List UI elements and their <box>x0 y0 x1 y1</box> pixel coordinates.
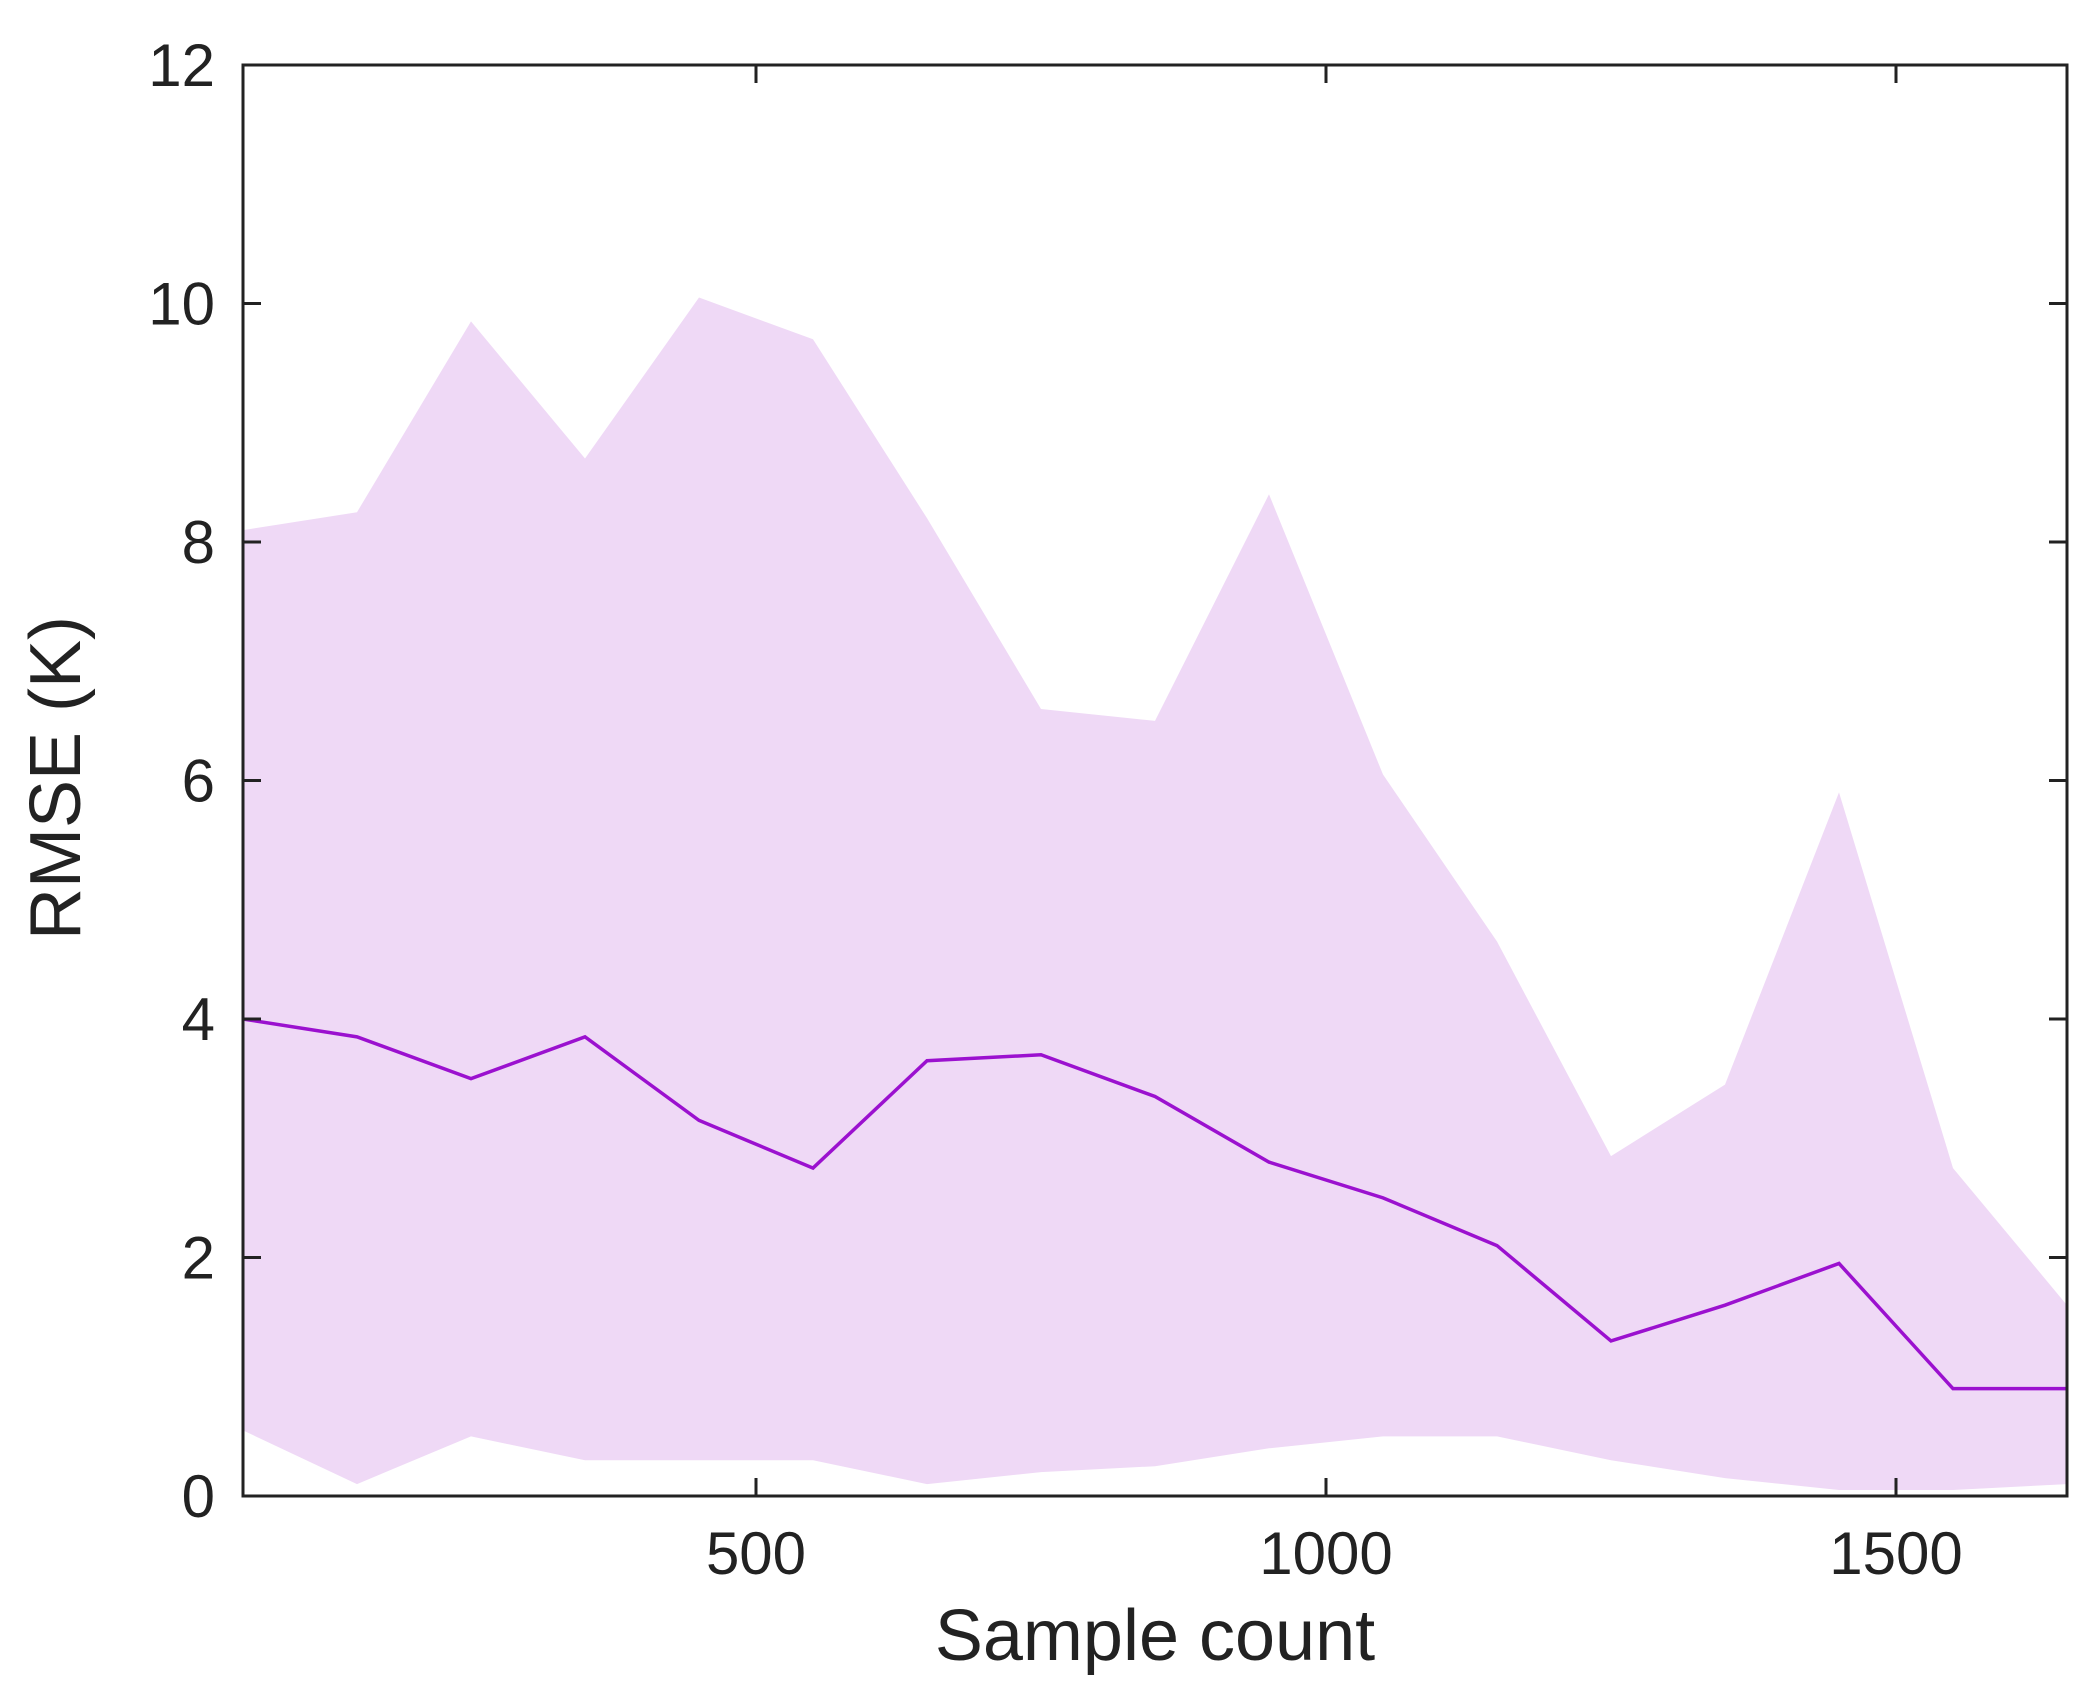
y-tick-label: 4 <box>182 986 215 1053</box>
tick-labels: 500 1000 1500 0 2 4 6 8 10 12 <box>148 32 1962 1587</box>
y-tick-label: 8 <box>182 509 215 576</box>
series-line <box>242 1017 2067 1391</box>
confidence-band <box>243 297 2067 1491</box>
y-tick-label: 6 <box>182 748 215 815</box>
y-tick-label: 12 <box>148 32 215 99</box>
y-tick-label: 0 <box>182 1463 215 1530</box>
x-axis-label: Sample count <box>935 1596 1375 1676</box>
y-axis-label: RMSE (K) <box>16 616 96 940</box>
confidence-band-layer <box>243 297 2067 1491</box>
x-tick-label: 1000 <box>1259 1520 1392 1587</box>
ticks <box>243 63 2067 1498</box>
y-tick-label: 10 <box>148 271 215 338</box>
series-line-layer <box>242 1017 2067 1391</box>
x-tick-label: 1500 <box>1829 1520 1962 1587</box>
y-tick-label: 2 <box>182 1225 215 1292</box>
x-tick-label: 500 <box>706 1520 806 1587</box>
